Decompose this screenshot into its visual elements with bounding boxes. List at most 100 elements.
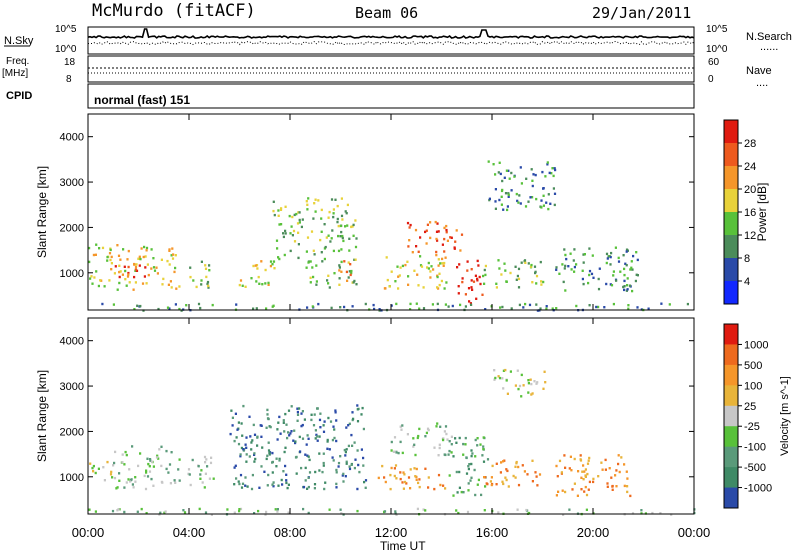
power-cell [609,263,612,266]
power-cell [321,260,324,263]
power-cell [364,302,367,306]
velocity-cell [482,460,486,463]
velocity-cell [584,468,587,471]
velocity-cell [304,453,307,456]
velocity-cell [584,474,587,477]
power-cell [540,283,543,286]
power-cell [502,208,505,211]
velocity-cell [314,437,317,440]
velocity-cell [306,487,309,490]
power-cell [99,279,102,282]
power-cell [575,263,578,266]
velocity-cell [289,432,292,435]
power-cell [101,302,104,306]
velocity-cell [145,512,148,515]
velocity-cell [331,456,334,459]
velocity-cell [208,477,211,480]
velocity-cell [343,448,346,452]
power-cell [206,282,209,286]
velocity-cell [237,421,240,424]
velocity-cell [462,491,465,494]
velocity-cell [272,485,275,488]
nsky-tick-low: 10^0 [55,44,77,55]
velocity-cell [229,432,232,436]
power-cell [413,269,416,272]
power-cell [536,309,539,312]
power-cell [436,239,439,242]
velocity-cell [298,407,301,410]
velocity-cell [256,435,259,438]
power-cell [112,303,115,306]
velocity-cell [477,478,480,482]
power-cell [101,246,105,250]
velocity-colorbar-tick-label: -1000 [744,483,772,495]
velocity-cell [125,481,128,484]
power-cell [540,280,543,283]
power-cell [459,303,462,307]
velocity-cell [520,395,523,398]
power-cell [514,265,517,268]
power-cell [438,272,441,275]
power-cell [340,248,343,251]
power-cell [476,277,479,281]
power-cell [346,279,349,282]
velocity-cell [364,479,368,482]
power-cell [419,255,422,258]
power-cell [609,283,612,286]
power-cell [142,255,145,259]
velocity-cell [521,464,524,467]
velocity-cell [568,467,571,470]
velocity-cell [424,435,427,438]
velocity-cell [204,472,207,475]
velocity-cell [402,471,405,474]
power-cell [271,263,274,266]
velocity-cell [178,458,181,461]
velocity-cell [327,416,330,420]
power-cell [457,292,460,295]
velocity-cell [282,470,285,473]
nsearch-legend: ...... [760,41,778,53]
velocity-cell [197,465,200,468]
velocity-cell [412,437,415,440]
power-cell [635,273,638,276]
power-cell [547,193,550,196]
power-cell [113,272,116,275]
velocity-cell [568,508,571,511]
velocity-cell [307,511,310,515]
velocity-cell [476,437,479,440]
power-cell [139,304,142,308]
velocity-cell [390,466,393,470]
power-cell [555,266,558,269]
power-cell [499,306,502,309]
power-cell [309,260,312,263]
velocity-cell [468,463,471,466]
velocity-cell [495,483,498,486]
velocity-cell [608,467,611,470]
velocity-cell [204,461,207,464]
velocity-cell [97,467,100,470]
velocity-cell [433,487,436,491]
power-cell [114,265,117,268]
power-cell [341,234,344,238]
power-cell [351,305,354,308]
power-cell [305,266,308,269]
velocity-cell [443,430,446,433]
power-cell [407,283,410,286]
power-cell [495,282,498,285]
power-cell [472,280,476,283]
velocity-cell [640,512,643,515]
power-cell [449,236,452,239]
nave-tick-high: 60 [708,57,720,68]
power-cell [135,263,138,266]
power-cell [542,280,545,284]
velocity-cell [239,453,242,456]
power-cell [507,192,510,195]
velocity-cell [517,483,521,487]
velocity-cell [245,446,248,449]
power-cell [520,261,523,264]
power-cell [587,281,590,285]
velocity-cell [287,483,290,486]
velocity-cell [276,508,279,511]
power-ytick-label: 1000 [60,268,84,280]
power-region [383,253,448,290]
